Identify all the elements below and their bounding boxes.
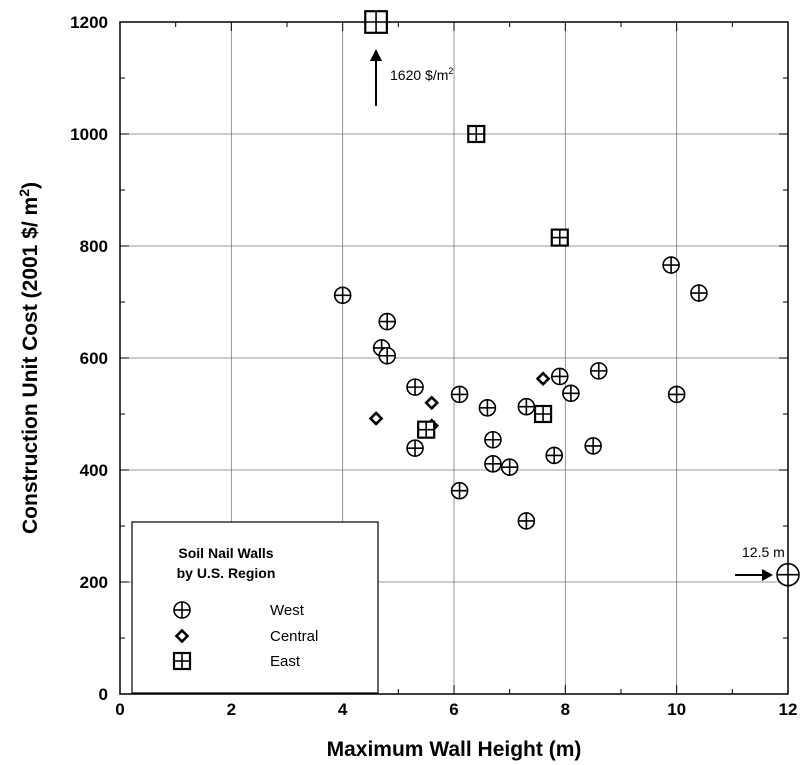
data-point-west	[589, 362, 608, 380]
data-point-east	[467, 124, 486, 144]
annotation-height-label: 12.5 m	[742, 544, 785, 560]
annotation-right: 12.5 m	[735, 544, 785, 581]
data-point-west	[406, 378, 424, 396]
y-tick-label: 600	[80, 349, 108, 368]
x-axis-title: Maximum Wall Height (m)	[327, 738, 582, 761]
y-axis-title: Construction Unit Cost (2001 $/ m2)	[16, 182, 42, 534]
offscale-point-west	[776, 562, 800, 587]
annotation-arrowhead-right	[762, 569, 773, 581]
data-point-west	[484, 430, 502, 449]
legend-marker-central	[174, 628, 190, 644]
data-point-east	[417, 420, 436, 439]
data-point-central	[368, 411, 384, 426]
marker-diamond	[535, 371, 551, 387]
marker-diamond	[174, 628, 190, 644]
data-point-west	[584, 437, 602, 455]
x-tick-label: 2	[227, 700, 236, 719]
data-point-east	[533, 404, 553, 424]
y-tick-label: 1000	[70, 125, 108, 144]
x-tick-label: 8	[561, 700, 570, 719]
x-tick-label: 4	[338, 700, 348, 719]
x-tick-labels: 0 2 4 6 8 10 12	[115, 700, 797, 719]
annotation-cost-label: 1620 $/m2	[390, 66, 453, 83]
y-tick-label: 200	[80, 573, 108, 592]
legend-marker-west	[173, 601, 191, 619]
data-point-west	[667, 385, 686, 404]
legend: Soil Nail Walls by U.S. Region West Cent…	[131, 521, 379, 694]
y-tick-label: 400	[80, 461, 108, 480]
y-tick-label: 0	[99, 685, 108, 704]
data-point-west	[690, 284, 708, 302]
legend-title-line2: by U.S. Region	[177, 565, 276, 581]
legend-marker-east	[172, 651, 192, 671]
data-point-west	[333, 286, 352, 305]
y-tick-label: 800	[80, 237, 108, 256]
data-point-west	[500, 458, 519, 477]
data-point-west	[378, 312, 397, 331]
data-point-central	[424, 395, 440, 411]
data-point-west	[450, 481, 469, 500]
x-tick-label: 6	[449, 700, 458, 719]
legend-title-line1: Soil Nail Walls	[178, 545, 273, 561]
legend-label-central: Central	[270, 628, 318, 645]
plot-area-frame	[119, 21, 789, 695]
y-tick-labels: 0 200 400 600 800 1000 1200	[70, 13, 108, 704]
data-point-west	[517, 512, 536, 530]
data-point-west	[378, 346, 397, 365]
annotation-arrowhead-up	[370, 49, 382, 61]
y-tick-label: 1200	[70, 13, 108, 32]
data-point-central	[535, 371, 551, 387]
data-point-west	[662, 256, 680, 274]
legend-markers	[172, 601, 192, 671]
data-point-west	[478, 399, 497, 417]
annotation-top: 1620 $/m2	[370, 49, 453, 106]
x-tick-label: 12	[779, 700, 798, 719]
data-point-west	[517, 397, 536, 416]
data-point-west	[550, 367, 569, 386]
data-point-west	[450, 385, 469, 404]
data-point-west	[562, 384, 580, 403]
x-tick-label: 10	[667, 700, 686, 719]
data-points	[333, 10, 800, 587]
legend-label-west: West	[270, 602, 305, 619]
data-point-east	[364, 10, 388, 34]
marker-diamond	[424, 395, 440, 411]
legend-label-east: East	[270, 653, 301, 670]
data-point-east	[550, 228, 569, 247]
data-point-west	[545, 446, 564, 465]
marker-diamond	[368, 411, 384, 426]
data-point-west	[406, 439, 424, 457]
x-tick-label: 0	[115, 700, 124, 719]
data-point-west	[484, 455, 502, 473]
